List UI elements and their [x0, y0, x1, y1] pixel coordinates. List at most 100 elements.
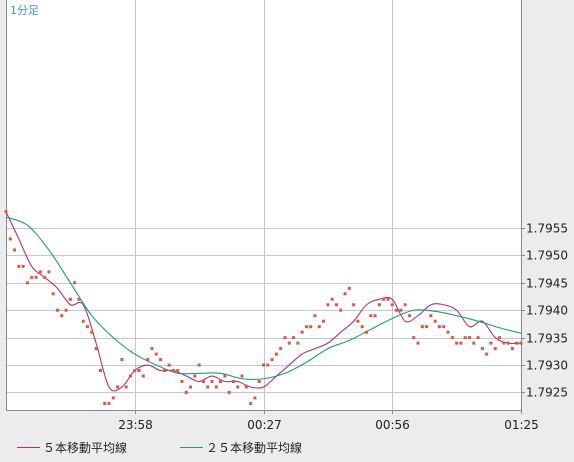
price-point [154, 352, 158, 356]
price-point [377, 303, 381, 307]
price-point [433, 319, 437, 323]
price-point [77, 297, 81, 301]
price-point [47, 270, 51, 274]
price-point [240, 374, 244, 378]
price-point [485, 352, 489, 356]
series-lines [5, 211, 522, 392]
price-point [416, 341, 420, 345]
price-point [356, 319, 360, 323]
price-point [510, 347, 514, 351]
price-point [519, 341, 523, 345]
price-point [262, 363, 265, 367]
price-point [98, 369, 102, 373]
price-point [4, 210, 8, 214]
price-point [60, 314, 64, 318]
y-tick-label: 1.7955 [526, 222, 568, 236]
legend-label: ５本移動平均線 [43, 440, 127, 455]
price-point [43, 275, 47, 279]
price-point [21, 264, 25, 268]
price-point [159, 358, 162, 362]
x-tick-label: 00:56 [375, 418, 410, 432]
price-point [257, 380, 261, 383]
price-point [403, 303, 407, 307]
price-point [429, 314, 433, 318]
price-point [498, 336, 502, 340]
legend-label: ２５本移動平均線 [206, 440, 302, 455]
x-tick-label: 00:27 [247, 418, 282, 432]
price-point [304, 325, 308, 329]
price-point [56, 308, 59, 312]
price-point [360, 325, 364, 329]
price-point [180, 380, 184, 383]
price-point [176, 369, 180, 373]
price-point [137, 369, 141, 373]
y-tick-label: 1.7940 [526, 304, 568, 318]
y-tick-label: 1.7925 [526, 386, 568, 400]
price-point [382, 297, 386, 301]
price-point [146, 358, 150, 362]
price-point [352, 303, 356, 307]
y-tick-label: 1.7935 [526, 332, 568, 346]
price-point [292, 336, 296, 340]
price-point [386, 297, 390, 301]
price-point [133, 369, 137, 373]
price-point [300, 330, 304, 334]
price-point [296, 341, 300, 345]
price-point [193, 374, 197, 378]
price-point [227, 390, 231, 394]
x-axis: 23:58 00:27 00:56 01:25 [118, 410, 539, 432]
price-point [468, 336, 471, 340]
price-point [446, 330, 450, 334]
price-point [249, 401, 253, 405]
price-point [64, 308, 68, 312]
price-point [472, 341, 476, 345]
price-point [25, 281, 29, 285]
y-tick-label: 1.7945 [526, 277, 568, 291]
price-point [231, 380, 235, 383]
price-point [13, 248, 17, 252]
price-point [73, 281, 77, 285]
price-point [219, 380, 223, 383]
price-point [171, 369, 175, 373]
price-point [463, 336, 467, 340]
price-point [17, 264, 21, 268]
price-point [86, 325, 90, 329]
price-point [236, 385, 240, 389]
price-point [111, 396, 115, 400]
price-point [128, 374, 132, 378]
price-point [309, 325, 313, 329]
price-point [395, 308, 399, 312]
legend: ５本移動平均線 ２５本移動平均線 [17, 440, 302, 455]
price-point [206, 385, 210, 389]
price-point [189, 385, 193, 389]
price-point [116, 385, 120, 389]
price-point [506, 341, 510, 345]
price-point [476, 336, 480, 340]
plot-area [6, 0, 521, 410]
price-point [313, 314, 317, 318]
price-point [322, 319, 326, 323]
price-point [124, 385, 128, 389]
x-tick-label: 01:25 [504, 418, 539, 432]
price-point [141, 374, 145, 378]
price-point [81, 319, 85, 323]
price-point [103, 401, 107, 405]
ma25-line [5, 216, 522, 380]
price-point [201, 380, 205, 383]
price-point [455, 341, 459, 345]
price-point [412, 336, 416, 340]
price-point [287, 341, 291, 345]
price-point [365, 330, 368, 334]
price-point [373, 314, 377, 318]
price-point [197, 363, 201, 367]
y-tick-label: 1.7930 [526, 359, 568, 373]
y-tick-label: 1.7950 [526, 249, 568, 263]
price-point [90, 330, 94, 334]
price-point [244, 385, 248, 389]
price-point [266, 363, 270, 367]
price-point [184, 390, 188, 394]
price-point [283, 336, 287, 340]
y-axis: 1.7955 1.7950 1.7945 1.7940 1.7935 1.7930 1.79… [521, 222, 568, 400]
